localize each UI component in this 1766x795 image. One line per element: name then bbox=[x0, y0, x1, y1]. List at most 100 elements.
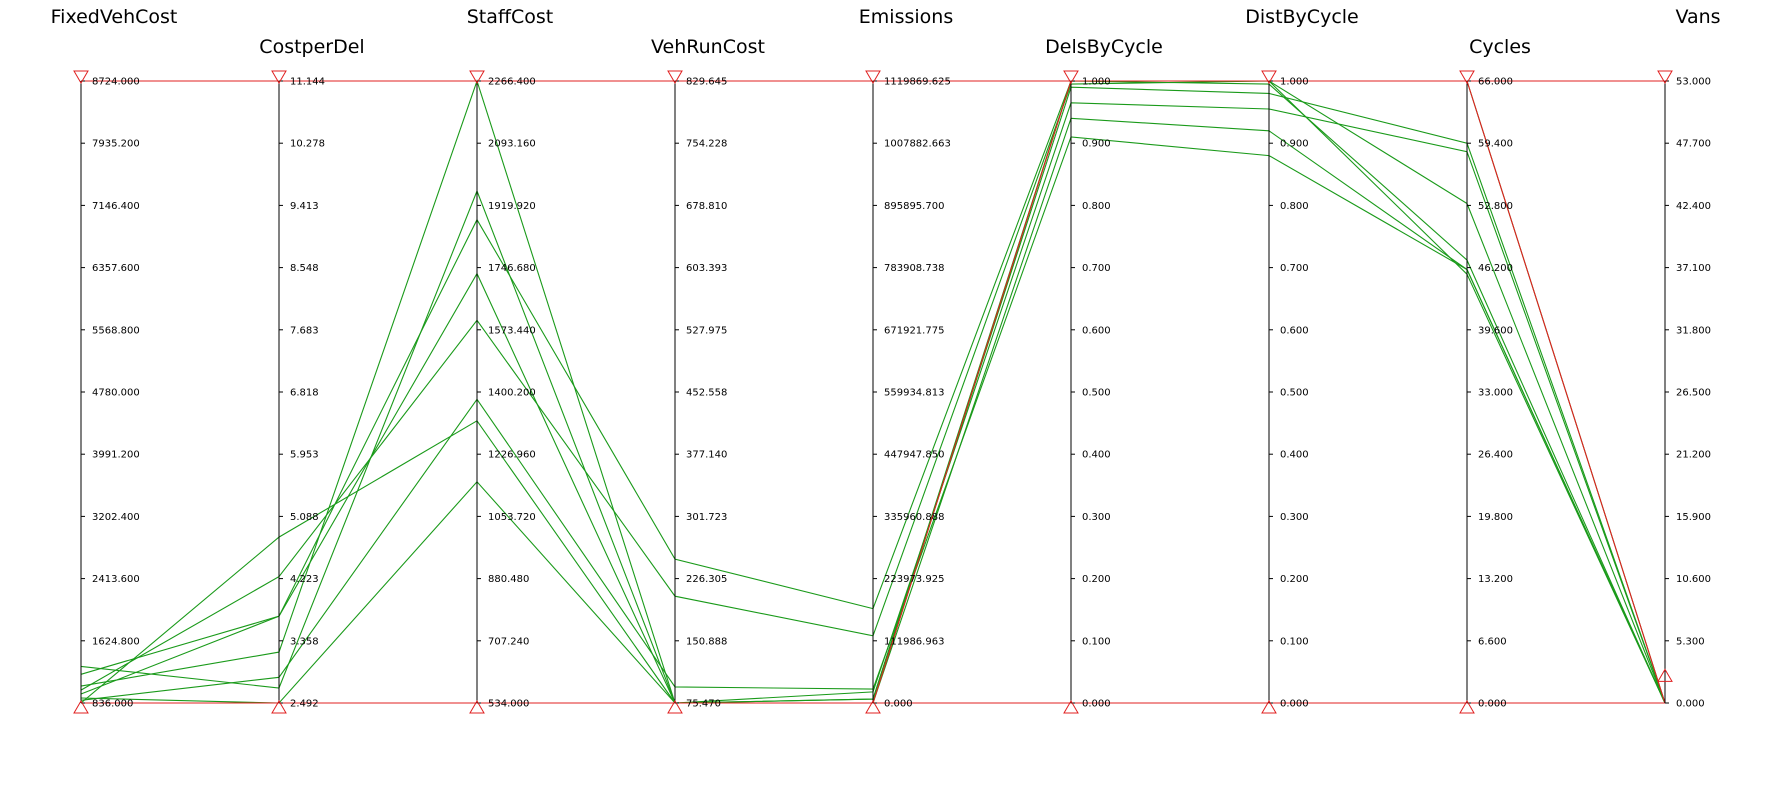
tick-label: 1.000 bbox=[1082, 77, 1111, 88]
axis-staffcost: StaffCost 534.000 707.240 880.480 1053.720 12… bbox=[467, 6, 553, 714]
tick-label: 1.000 bbox=[1280, 77, 1309, 88]
tick-label: 377.140 bbox=[686, 450, 727, 461]
tick-label: 10.278 bbox=[290, 139, 325, 150]
tick-label: 0.700 bbox=[1082, 263, 1111, 274]
tick-label: 0.800 bbox=[1082, 201, 1111, 212]
tick-label: 754.228 bbox=[686, 139, 727, 150]
lower-filter-handle[interactable] bbox=[1657, 668, 1673, 682]
tick-label: 3991.200 bbox=[92, 450, 140, 461]
axis-title: CostperDel bbox=[259, 36, 364, 58]
tick-label: 0.100 bbox=[1280, 636, 1309, 647]
tick-label: 5568.800 bbox=[92, 325, 140, 336]
tick-label: 5.953 bbox=[290, 450, 319, 461]
axis-costperdel: CostperDel 2.492 3.358 4.223 5.088 5.953 6.818… bbox=[259, 36, 365, 714]
tick-label: 7146.400 bbox=[92, 201, 140, 212]
tick-label: 15.900 bbox=[1676, 512, 1711, 523]
tick-label: 4780.000 bbox=[92, 388, 140, 399]
lower-filter-handle[interactable] bbox=[469, 700, 485, 714]
axis-emissions: Emissions 0.000 111986.963 223973.925 335960… bbox=[859, 6, 953, 714]
lower-filter-handle[interactable] bbox=[1063, 700, 1079, 714]
tick-label: 603.393 bbox=[686, 263, 727, 274]
tick-label: 0.300 bbox=[1280, 512, 1309, 523]
tick-label: 452.558 bbox=[686, 388, 727, 399]
tick-label: 447947.850 bbox=[884, 450, 944, 461]
tick-label: 53.000 bbox=[1676, 77, 1711, 88]
tick-label: 0.000 bbox=[1082, 699, 1111, 710]
tick-label: 10.600 bbox=[1676, 574, 1711, 585]
tick-label: 0.100 bbox=[1082, 636, 1111, 647]
tick-label: 21.200 bbox=[1676, 450, 1711, 461]
tick-label: 31.800 bbox=[1676, 325, 1711, 336]
upper-filter-handle[interactable] bbox=[271, 70, 287, 84]
tick-label: 678.810 bbox=[686, 201, 727, 212]
tick-label: 301.723 bbox=[686, 512, 727, 523]
axis-title: StaffCost bbox=[467, 6, 553, 28]
axis-cycles: Cycles 0.000 6.600 13.200 19.800 26.400 33.000… bbox=[1459, 36, 1531, 714]
axes-layer: FixedVehCost 836.000 1624.800 2413.600 3202.… bbox=[51, 6, 1721, 714]
tick-label: 0.300 bbox=[1082, 512, 1111, 523]
tick-label: 2413.600 bbox=[92, 574, 140, 585]
tick-label: 39.600 bbox=[1478, 325, 1513, 336]
lower-filter-handle[interactable] bbox=[667, 700, 683, 714]
tick-label: 0.000 bbox=[1676, 699, 1705, 710]
tick-label: 0.900 bbox=[1082, 139, 1111, 150]
tick-label: 335960.888 bbox=[884, 512, 944, 523]
upper-filter-handle[interactable] bbox=[1261, 70, 1277, 84]
tick-label: 0.000 bbox=[1280, 699, 1309, 710]
tick-label: 895895.700 bbox=[884, 201, 944, 212]
tick-label: 111986.963 bbox=[884, 636, 944, 647]
axis-title: Cycles bbox=[1469, 36, 1531, 58]
tick-label: 0.600 bbox=[1280, 325, 1309, 336]
tick-label: 7935.200 bbox=[92, 139, 140, 150]
tick-label: 13.200 bbox=[1478, 574, 1513, 585]
lower-filter-handle[interactable] bbox=[1459, 700, 1475, 714]
tick-label: 0.200 bbox=[1280, 574, 1309, 585]
tick-label: 1007882.663 bbox=[884, 139, 951, 150]
upper-filter-handle[interactable] bbox=[469, 70, 485, 84]
lower-filter-handle[interactable] bbox=[73, 700, 89, 714]
tick-label: 1573.440 bbox=[488, 325, 536, 336]
upper-filter-handle[interactable] bbox=[1657, 70, 1673, 84]
upper-filter-handle[interactable] bbox=[667, 70, 683, 84]
tick-label: 47.700 bbox=[1676, 139, 1711, 150]
axis-delsbycycle: DelsByCycle 0.000 0.100 0.200 0.300 0.400 0.50… bbox=[1045, 36, 1163, 714]
tick-label: 8.548 bbox=[290, 263, 319, 274]
tick-label: 7.683 bbox=[290, 325, 319, 336]
axis-title: FixedVehCost bbox=[51, 6, 178, 28]
tick-label: 5.300 bbox=[1676, 636, 1705, 647]
tick-label: 0.600 bbox=[1082, 325, 1111, 336]
upper-filter-handle[interactable] bbox=[1459, 70, 1475, 84]
tick-label: 0.900 bbox=[1280, 139, 1309, 150]
upper-filter-handle[interactable] bbox=[1063, 70, 1079, 84]
lower-filter-handle[interactable] bbox=[271, 700, 287, 714]
tick-label: 6.818 bbox=[290, 388, 319, 399]
tick-label: 880.480 bbox=[488, 574, 529, 585]
tick-label: 2266.400 bbox=[488, 77, 536, 88]
tick-label: 0.500 bbox=[1082, 388, 1111, 399]
tick-label: 1919.920 bbox=[488, 201, 536, 212]
tick-label: 0.400 bbox=[1280, 450, 1309, 461]
lower-filter-handle[interactable] bbox=[1261, 700, 1277, 714]
tick-label: 26.500 bbox=[1676, 388, 1711, 399]
tick-label: 0.700 bbox=[1280, 263, 1309, 274]
axis-title: Vans bbox=[1675, 6, 1720, 28]
tick-label: 226.305 bbox=[686, 574, 727, 585]
tick-label: 46.200 bbox=[1478, 263, 1513, 274]
tick-label: 59.400 bbox=[1478, 139, 1513, 150]
upper-filter-handle[interactable] bbox=[73, 70, 89, 84]
axis-fixedvehcost: FixedVehCost 836.000 1624.800 2413.600 3202.… bbox=[51, 6, 178, 714]
tick-label: 707.240 bbox=[488, 636, 529, 647]
tick-label: 836.000 bbox=[92, 699, 133, 710]
tick-label: 1400.200 bbox=[488, 388, 536, 399]
axis-vans: Vans 0.000 5.300 10.600 15.900 21.200 26.500 31… bbox=[1657, 6, 1721, 710]
upper-filter-handle[interactable] bbox=[865, 70, 881, 84]
tick-label: 6.600 bbox=[1478, 636, 1507, 647]
tick-label: 0.500 bbox=[1280, 388, 1309, 399]
axis-distbycycle: DistByCycle 0.000 0.100 0.200 0.300 0.400 0.50… bbox=[1245, 6, 1359, 714]
lower-filter-handle[interactable] bbox=[865, 700, 881, 714]
tick-label: 75.470 bbox=[686, 699, 721, 710]
tick-label: 1119869.625 bbox=[884, 77, 951, 88]
tick-label: 150.888 bbox=[686, 636, 727, 647]
tick-label: 223973.925 bbox=[884, 574, 944, 585]
